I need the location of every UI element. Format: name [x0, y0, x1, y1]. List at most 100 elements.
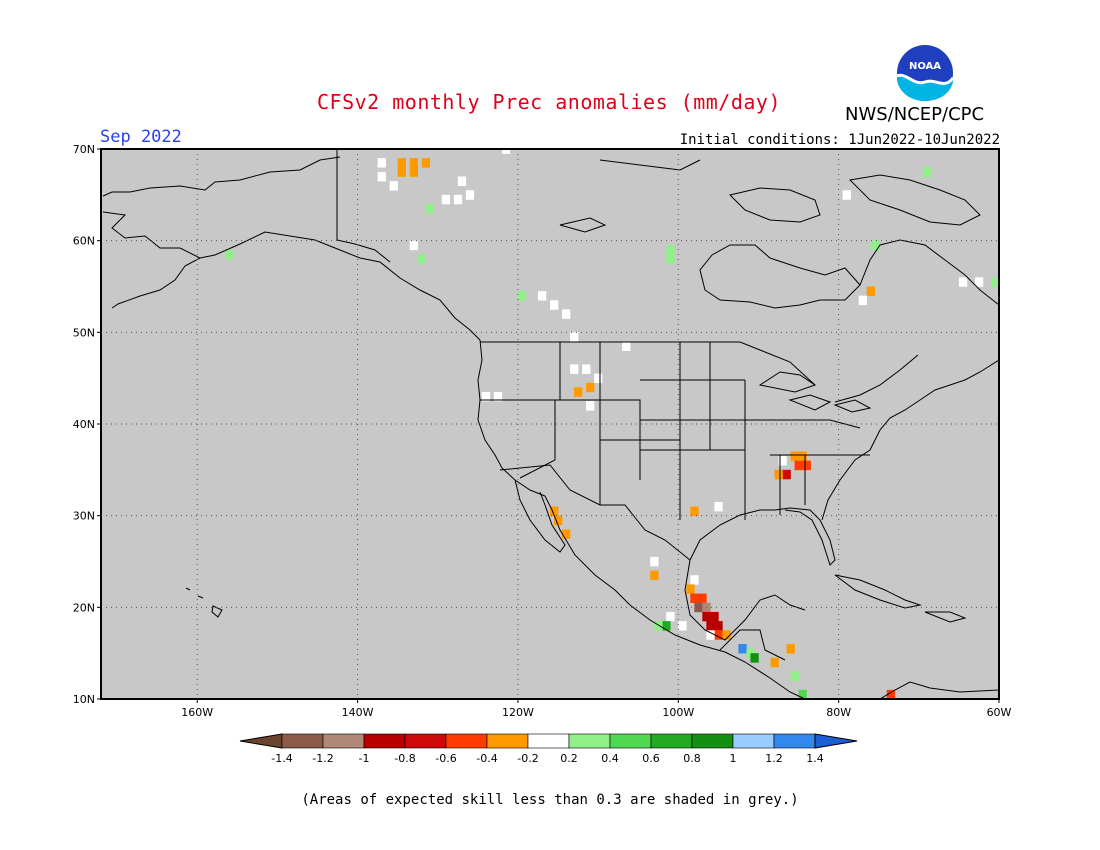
anomaly-cell — [958, 277, 968, 287]
colorbar-segment — [363, 733, 406, 749]
colorbar-segment — [732, 733, 775, 749]
anomaly-cell — [666, 254, 675, 264]
colorbar-segment — [281, 733, 324, 749]
anomaly-cell — [481, 391, 491, 402]
anomaly-cell — [870, 240, 880, 251]
anomaly-cell — [678, 621, 687, 631]
colorbar-label: 1.4 — [806, 752, 824, 765]
anomaly-cell — [974, 277, 984, 287]
anomaly-cell — [706, 630, 715, 640]
anomaly-cell — [798, 451, 807, 461]
coastlines — [102, 156, 999, 699]
anomaly-cell — [866, 286, 876, 296]
colorbar-segment — [322, 733, 365, 749]
colorbar-left-arrow — [239, 733, 283, 749]
anomaly-cell — [802, 460, 811, 471]
anomaly-cell — [778, 456, 787, 466]
colorbar-segment — [609, 733, 652, 749]
colorbar-label: -0.8 — [394, 752, 415, 765]
latitude-label: 40N — [73, 418, 95, 431]
anomaly-cell — [702, 611, 711, 622]
anomaly-cell — [710, 611, 719, 622]
anomaly-cell — [786, 644, 795, 654]
colorbar-right-arrow — [814, 733, 858, 749]
anomaly-cell — [842, 190, 851, 200]
anomaly-cell — [501, 149, 511, 154]
colorbar-segment — [650, 733, 693, 749]
axis-tick-labels: 70N 60N 50N 40N 30N 20N 10N 160W 140W 120W 100W 80W… — [73, 143, 1012, 719]
latitude-label: 10N — [73, 693, 95, 706]
anomaly-cell — [554, 515, 563, 526]
latitude-label: 20N — [73, 601, 95, 614]
anomaly-cell — [714, 621, 723, 631]
anomaly-cell — [722, 630, 731, 640]
anomaly-cell — [594, 373, 603, 384]
organization-label: NWS/NCEP/CPC — [845, 104, 985, 125]
colorbar-label: 0.6 — [642, 752, 660, 765]
colorbar-label: 1.2 — [765, 752, 783, 765]
anomaly-cell — [586, 401, 595, 411]
anomaly-cell — [574, 387, 583, 397]
latitude-label: 70N — [73, 143, 95, 156]
anomaly-cell — [377, 158, 386, 168]
colorbar-label: 0.8 — [683, 752, 701, 765]
anomaly-cell — [582, 364, 591, 374]
latitude-label: 30N — [73, 510, 95, 523]
anomaly-cell — [698, 593, 707, 604]
anomaly-cell — [666, 611, 675, 622]
longitude-label: 60W — [987, 706, 1012, 719]
logo-text: NOAA — [909, 61, 941, 72]
colorbar-label: -0.6 — [435, 752, 456, 765]
anomaly-cell — [441, 194, 451, 205]
anomaly-cell — [654, 621, 663, 631]
anomaly-cell — [774, 469, 783, 480]
latitude-label: 50N — [73, 326, 95, 339]
map-title: CFSv2 monthly Prec anomalies (mm/day) — [316, 90, 782, 114]
anomaly-cell — [690, 575, 699, 585]
longitude-label: 80W — [826, 706, 851, 719]
latitude-label: 60N — [73, 235, 95, 248]
anomaly-cell — [690, 506, 699, 516]
colorbar-label: -0.4 — [476, 752, 497, 765]
anomaly-cell — [650, 556, 659, 567]
anomaly-cell — [417, 254, 427, 264]
colorbar-segment — [568, 733, 611, 749]
anomaly-cell — [425, 204, 435, 214]
anomaly-cell — [409, 158, 419, 168]
anomaly-cell — [397, 167, 406, 177]
colorbar-label: -1.2 — [312, 752, 333, 765]
anomaly-cell — [377, 171, 386, 182]
colorbar-label: 1 — [730, 752, 737, 765]
anomaly-cell — [453, 194, 463, 205]
anomaly-cell — [690, 593, 699, 604]
anomaly-cell — [666, 245, 675, 255]
anomaly-cell — [562, 529, 571, 539]
anomaly-cell — [586, 382, 595, 393]
skill-footnote: (Areas of expected skill less than 0.3 a… — [301, 792, 799, 808]
anomaly-cell — [886, 689, 896, 699]
anomaly-cell — [225, 249, 234, 260]
anomaly-cell — [694, 602, 703, 613]
anomaly-cell — [770, 657, 779, 668]
colorbar-segment — [527, 733, 570, 749]
anomaly-cell — [706, 621, 715, 631]
longitude-label: 120W — [502, 706, 534, 719]
anomaly-cell — [922, 167, 932, 177]
graticule — [101, 149, 999, 699]
noaa-logo: NOAA — [894, 42, 956, 104]
forecast-period: Sep 2022 — [100, 127, 182, 147]
anomaly-cell — [421, 158, 431, 168]
colorbar-segment — [773, 733, 816, 749]
anomaly-cell — [550, 300, 559, 310]
colorbar-label: -0.2 — [517, 752, 538, 765]
anomaly-cell — [570, 332, 579, 342]
anomaly-cell — [562, 309, 571, 319]
colorbar-segment — [404, 733, 447, 749]
initial-conditions: Initial conditions: 1Jun2022-10Jun2022 — [679, 132, 1000, 148]
colorbar-label: 0.2 — [560, 752, 578, 765]
anomaly-cell — [570, 364, 579, 374]
anomaly-cell — [550, 506, 559, 516]
anomaly-cell — [714, 501, 723, 512]
colorbar-segment — [486, 733, 529, 749]
